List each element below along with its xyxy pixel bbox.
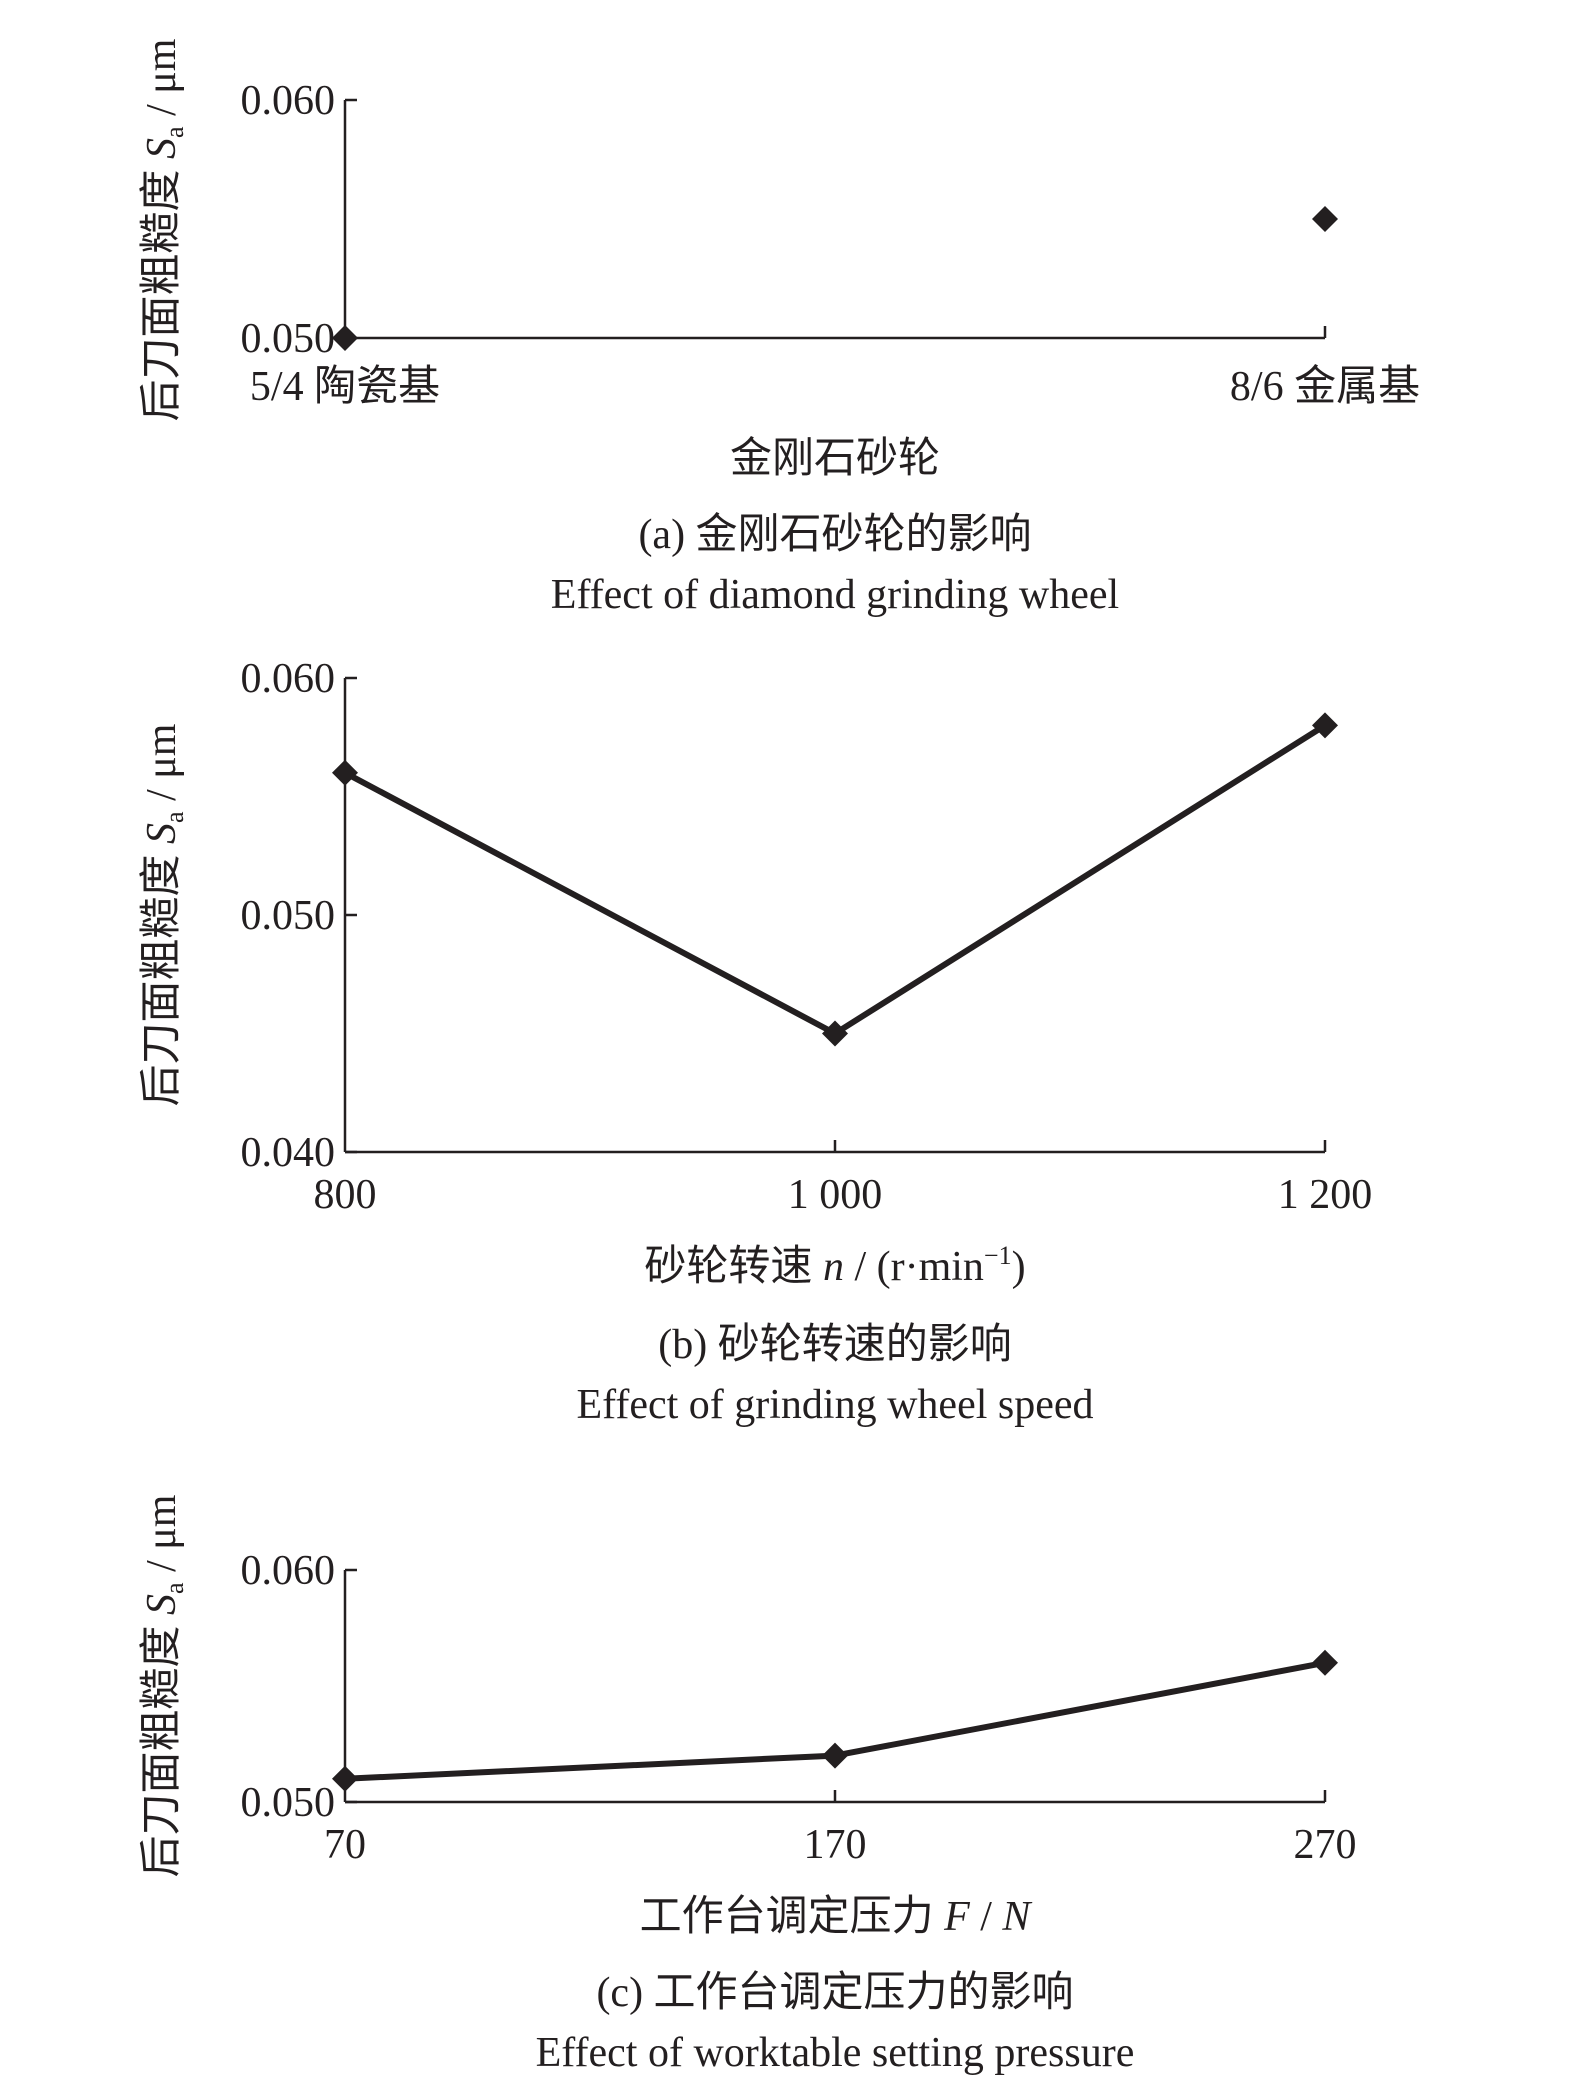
- panel-c: 0.050 0.060 70 170 270 后刀面粗糙度 Sa / μm 工作台调定压力 …: [139, 1494, 1357, 2076]
- data-point: [822, 1020, 848, 1047]
- data-point: [822, 1742, 848, 1769]
- x-axis-label: 工作台调定压力 F / N: [640, 1893, 1033, 1940]
- caption-cn: (b) 砂轮转速的影响: [658, 1322, 1011, 1368]
- data-point: [332, 759, 358, 786]
- panel-a: 0.050 0.060 5/4 陶瓷基 8/6 金属基 后刀面粗糙度 Sa / μm 金刚…: [139, 38, 1420, 618]
- caption-cn: (a) 金刚石砂轮的影响: [638, 511, 1031, 558]
- series-line: [343, 722, 1327, 1037]
- data-point: [1312, 712, 1338, 739]
- y-tick-label: 0.060: [241, 656, 336, 702]
- caption-en: Effect of grinding wheel speed: [576, 1382, 1093, 1428]
- y-tick-label: 0.050: [241, 316, 336, 362]
- caption-cn: (c) 工作台调定压力的影响: [596, 1969, 1073, 2016]
- x-tick-label: 800: [314, 1172, 377, 1218]
- data-point: [332, 325, 358, 351]
- x-tick-label: 270: [1294, 1822, 1357, 1868]
- y-axis-label: 后刀面粗糙度 Sa / μm: [139, 723, 189, 1106]
- x-tick-label: 170: [804, 1822, 867, 1868]
- y-tick-label: 0.060: [241, 1548, 336, 1594]
- data-point: [332, 1765, 358, 1792]
- x-tick-label: 8/6 金属基: [1230, 363, 1420, 410]
- data-point: [1312, 1649, 1338, 1676]
- y-axis-label: 后刀面粗糙度 Sa / μm: [139, 1494, 189, 1877]
- x-axis-label: 砂轮转速 n / (r·min−1): [644, 1241, 1025, 1290]
- y-tick-label: 0.060: [241, 78, 336, 124]
- x-tick-label: 1 200: [1278, 1172, 1373, 1218]
- y-tick-label: 0.040: [241, 1130, 336, 1176]
- x-tick-label: 70: [324, 1822, 366, 1868]
- caption-en: Effect of diamond grinding wheel: [551, 572, 1119, 618]
- x-tick-label: 1 000: [788, 1172, 883, 1218]
- y-axis-label: 后刀面粗糙度 Sa / μm: [139, 38, 189, 421]
- y-tick-label: 0.050: [241, 1780, 336, 1826]
- panel-b: 0.040 0.050 0.060 800 1 000 1 200 后刀面粗糙度 Sa / …: [139, 656, 1372, 1428]
- x-tick-label: 5/4 陶瓷基: [250, 364, 440, 410]
- y-tick-label: 0.050: [241, 893, 336, 939]
- caption-en: Effect of worktable setting pressure: [536, 2030, 1135, 2076]
- x-axis-label: 金刚石砂轮: [730, 435, 940, 482]
- data-point: [1312, 206, 1338, 232]
